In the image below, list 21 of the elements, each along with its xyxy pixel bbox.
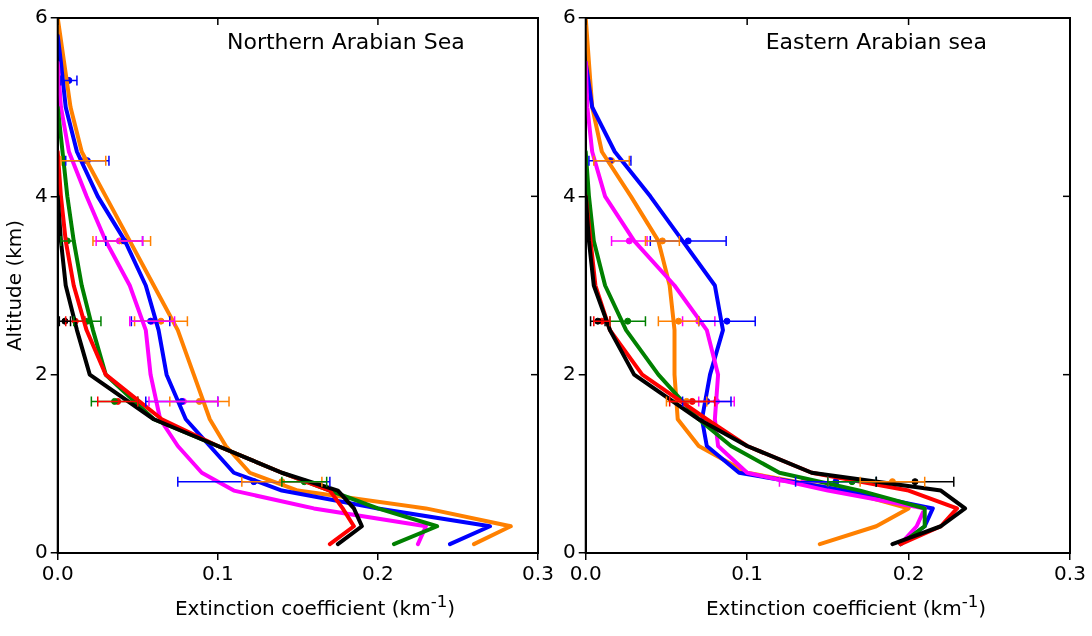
text: Eastern Arabian sea [765, 28, 987, 54]
x-tick-label: 0.2 [892, 561, 925, 586]
text: Northern Arabian Sea [227, 28, 465, 54]
x-tick-label: 0.1 [731, 561, 764, 586]
x-axis-title: Extinction coefficient (km$^{-1}$) [173, 592, 457, 620]
x-tick-label: 0.1 [201, 561, 234, 586]
y-axis-title: Altitude (km) [2, 219, 27, 352]
y-tick-label: 4 [34, 182, 48, 207]
x-tick-label: 0.0 [41, 561, 74, 586]
y-tick-label: 2 [562, 360, 576, 385]
y-tick-label: 2 [34, 360, 48, 385]
x-tick-label: 0.3 [522, 561, 554, 586]
x-axis-title: Extinction coefficient (km$^{-1}$) [704, 592, 988, 620]
y-tick-label: 4 [562, 182, 576, 207]
y-tick-label: 6 [562, 4, 576, 29]
y-tick-label: 0 [34, 539, 48, 564]
x-tick-label: 0.2 [362, 561, 394, 586]
y-tick-label: 0 [562, 539, 576, 564]
x-tick-label: 0.0 [569, 561, 602, 586]
x-tick-label: 0.3 [1054, 561, 1086, 586]
y-tick-label: 6 [34, 4, 48, 29]
